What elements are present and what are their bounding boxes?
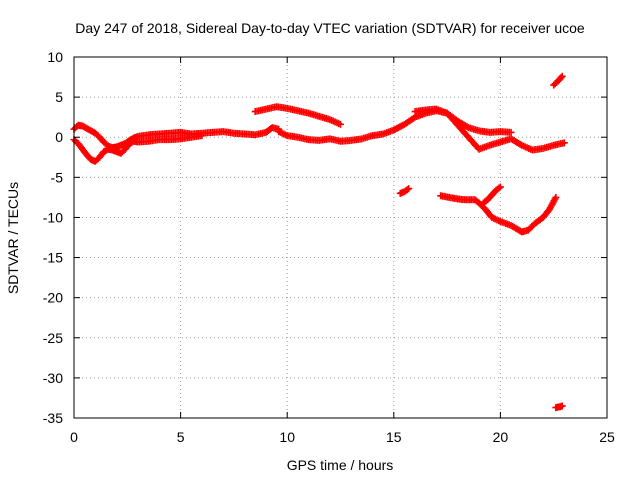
y-tick-label: -5 bbox=[51, 169, 64, 185]
y-tick-label: -25 bbox=[43, 330, 63, 346]
x-tick-label: 0 bbox=[70, 429, 78, 445]
series-short-19-to-20h bbox=[479, 183, 504, 207]
plot-frame bbox=[73, 56, 608, 419]
data-point bbox=[560, 139, 568, 147]
y-axis-label: SDTVAR / TECUs bbox=[5, 182, 21, 294]
data-point bbox=[405, 185, 413, 193]
y-tick-label: -20 bbox=[43, 290, 63, 306]
data-point bbox=[552, 193, 560, 201]
x-tick-label: 15 bbox=[386, 429, 402, 445]
data-point bbox=[507, 128, 515, 136]
data-point bbox=[557, 73, 565, 81]
x-tick-label: 20 bbox=[493, 429, 509, 445]
series-dip-18-to-23h bbox=[437, 192, 560, 236]
data-point bbox=[558, 72, 566, 80]
data-point bbox=[496, 183, 504, 191]
data-point bbox=[403, 186, 411, 194]
chart-title: Day 247 of 2018, Sidereal Day-to-day VTE… bbox=[75, 20, 585, 36]
data-point bbox=[558, 402, 566, 410]
series-short-near-15h bbox=[396, 185, 413, 197]
y-tick-label: 0 bbox=[55, 129, 63, 145]
x-tick-label: 10 bbox=[279, 429, 295, 445]
y-tick-label: 10 bbox=[47, 49, 63, 65]
label-layer: 0 5 10 15 20 25 10 5 0 -5 -10 -15 -20 -25 -30 -35 bbox=[43, 49, 615, 445]
y-tick-label: 5 bbox=[55, 89, 63, 105]
y-tick-label: -10 bbox=[43, 209, 63, 225]
x-tick-label: 25 bbox=[599, 429, 615, 445]
series-upper-left-trace bbox=[70, 121, 283, 152]
y-tick-label: -35 bbox=[43, 410, 63, 426]
data-point bbox=[495, 184, 503, 192]
series-elevated-9-to-12h bbox=[251, 103, 344, 128]
data-point bbox=[337, 120, 344, 128]
x-axis-label: GPS time / hours bbox=[287, 457, 394, 473]
series-lower-left-trace bbox=[70, 132, 206, 165]
series-upper-17-to-21h bbox=[411, 105, 515, 136]
data-point bbox=[198, 132, 206, 140]
series-high-near-23h bbox=[550, 72, 566, 89]
y-tick-label: -30 bbox=[43, 370, 63, 386]
data-point bbox=[463, 123, 471, 131]
y-tick-label: -15 bbox=[43, 250, 63, 266]
series-low-outlier-near-23h bbox=[552, 402, 566, 412]
grid-layer bbox=[74, 57, 607, 418]
data-layer bbox=[70, 72, 568, 412]
x-tick-label: 5 bbox=[177, 429, 185, 445]
tick-layer bbox=[73, 56, 608, 419]
